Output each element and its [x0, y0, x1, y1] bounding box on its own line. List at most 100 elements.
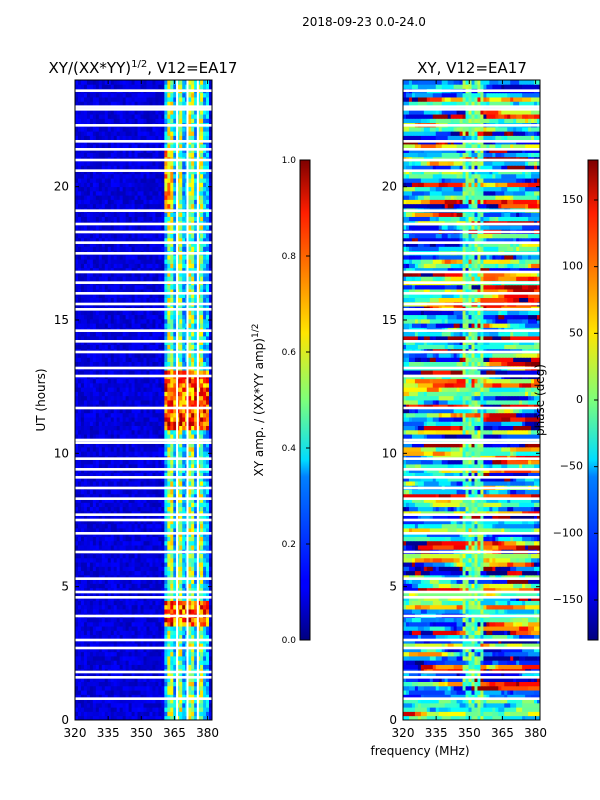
- heatmap-cell: [209, 408, 212, 414]
- heatmap-cell: [137, 506, 141, 512]
- heatmap-cell: [164, 690, 168, 695]
- heatmap-cell: [101, 707, 106, 712]
- heatmap-cell: [77, 425, 82, 431]
- heatmap-cell: [167, 293, 171, 298]
- heatmap-cell: [83, 370, 88, 375]
- heatmap-cell: [209, 600, 212, 606]
- heatmap-cell: [116, 621, 121, 627]
- heatmap-cell: [92, 651, 97, 657]
- heatmap-cell: [149, 353, 153, 358]
- heatmap-cell: [92, 617, 97, 623]
- heatmap-cell: [179, 357, 183, 362]
- heatmap-cell: [155, 592, 159, 597]
- heatmap-cell: [182, 656, 186, 661]
- heatmap-cell: [143, 643, 147, 648]
- heatmap-cell: [104, 510, 109, 516]
- heatmap-cell: [173, 387, 177, 392]
- heatmap-cell: [116, 344, 121, 350]
- heatmap-cell: [170, 536, 174, 542]
- heatmap-cell: [104, 634, 109, 640]
- heatmap-cell: [113, 690, 118, 695]
- heatmap-cell: [143, 382, 147, 388]
- heatmap-cell: [137, 387, 141, 392]
- heatmap-cell: [77, 314, 82, 320]
- heatmap-cell: [161, 404, 165, 409]
- heatmap-cell: [188, 357, 192, 362]
- heatmap-cell: [110, 510, 115, 516]
- heatmap-cell: [119, 254, 124, 260]
- heatmap-cell: [191, 357, 195, 362]
- heatmap-cell: [77, 395, 82, 401]
- heatmap-cell: [206, 489, 210, 495]
- heatmap-cell: [92, 523, 97, 529]
- heatmap-cell: [161, 592, 165, 597]
- heatmap-cell: [149, 562, 153, 567]
- heatmap-cell: [161, 429, 165, 435]
- heatmap-cell: [119, 297, 124, 303]
- heatmap-cell: [173, 425, 177, 431]
- heatmap-cell: [137, 664, 141, 670]
- heatmap-cell: [104, 540, 109, 546]
- heatmap-cell: [200, 677, 204, 682]
- heatmap-cell: [143, 310, 147, 316]
- heatmap-cell: [125, 318, 130, 324]
- heatmap-cell: [86, 481, 91, 486]
- heatmap-cell: [143, 557, 147, 563]
- heatmap-cell: [104, 489, 109, 495]
- heatmap-cell: [170, 293, 174, 298]
- heatmap-cell: [75, 702, 79, 708]
- heatmap-cell: [83, 664, 88, 670]
- heatmap-cell: [188, 289, 192, 294]
- heatmap-cell: [149, 314, 153, 320]
- heatmap-cell: [113, 651, 118, 657]
- heatmap-cell: [146, 570, 150, 576]
- heatmap-cell: [98, 677, 103, 682]
- heatmap-cell: [164, 459, 168, 465]
- heatmap-cell: [206, 378, 210, 384]
- heatmap-cell: [75, 357, 79, 362]
- heatmap-cell: [200, 536, 204, 542]
- heatmap-cell: [152, 476, 156, 482]
- heatmap-cell: [191, 621, 195, 627]
- heatmap-cell: [143, 707, 147, 712]
- heatmap-cell: [128, 400, 132, 405]
- heatmap-cell: [203, 579, 207, 584]
- heatmap-cell: [137, 677, 141, 682]
- heatmap-cell: [86, 579, 91, 584]
- heatmap-cell: [188, 476, 192, 482]
- heatmap-cell: [194, 459, 198, 465]
- heatmap-cell: [173, 476, 177, 482]
- heatmap-cell: [125, 711, 130, 717]
- heatmap-cell: [146, 476, 150, 482]
- heatmap-cell: [98, 702, 103, 708]
- heatmap-cell: [83, 421, 88, 426]
- heatmap-cell: [113, 562, 118, 567]
- heatmap-cell: [206, 318, 210, 324]
- heatmap-cell: [158, 289, 162, 294]
- heatmap-cell: [149, 515, 153, 520]
- heatmap-cell: [167, 489, 171, 495]
- heatmap-cell: [206, 690, 210, 695]
- heatmap-cell: [206, 570, 210, 576]
- heatmap-cell: [188, 566, 192, 572]
- heatmap-cell: [131, 417, 135, 422]
- heatmap-cell: [170, 685, 174, 691]
- heatmap-cell: [137, 323, 141, 328]
- heatmap-cell: [149, 609, 153, 614]
- heatmap-cell: [113, 698, 118, 704]
- heatmap-cell: [155, 289, 159, 294]
- heatmap-cell: [164, 263, 168, 269]
- heatmap-cell: [95, 647, 100, 653]
- heatmap-cell: [95, 297, 100, 303]
- heatmap-cell: [107, 336, 112, 341]
- heatmap-cell: [131, 510, 135, 516]
- heatmap-cell: [173, 634, 177, 640]
- heatmap-cell: [209, 267, 212, 273]
- heatmap-cell: [116, 323, 121, 328]
- heatmap-cell: [128, 711, 132, 717]
- heatmap-cell: [191, 481, 195, 486]
- heatmap-cell: [182, 626, 186, 631]
- heatmap-cell: [113, 630, 118, 636]
- heatmap-cell: [170, 698, 174, 704]
- heatmap-cell: [173, 557, 177, 563]
